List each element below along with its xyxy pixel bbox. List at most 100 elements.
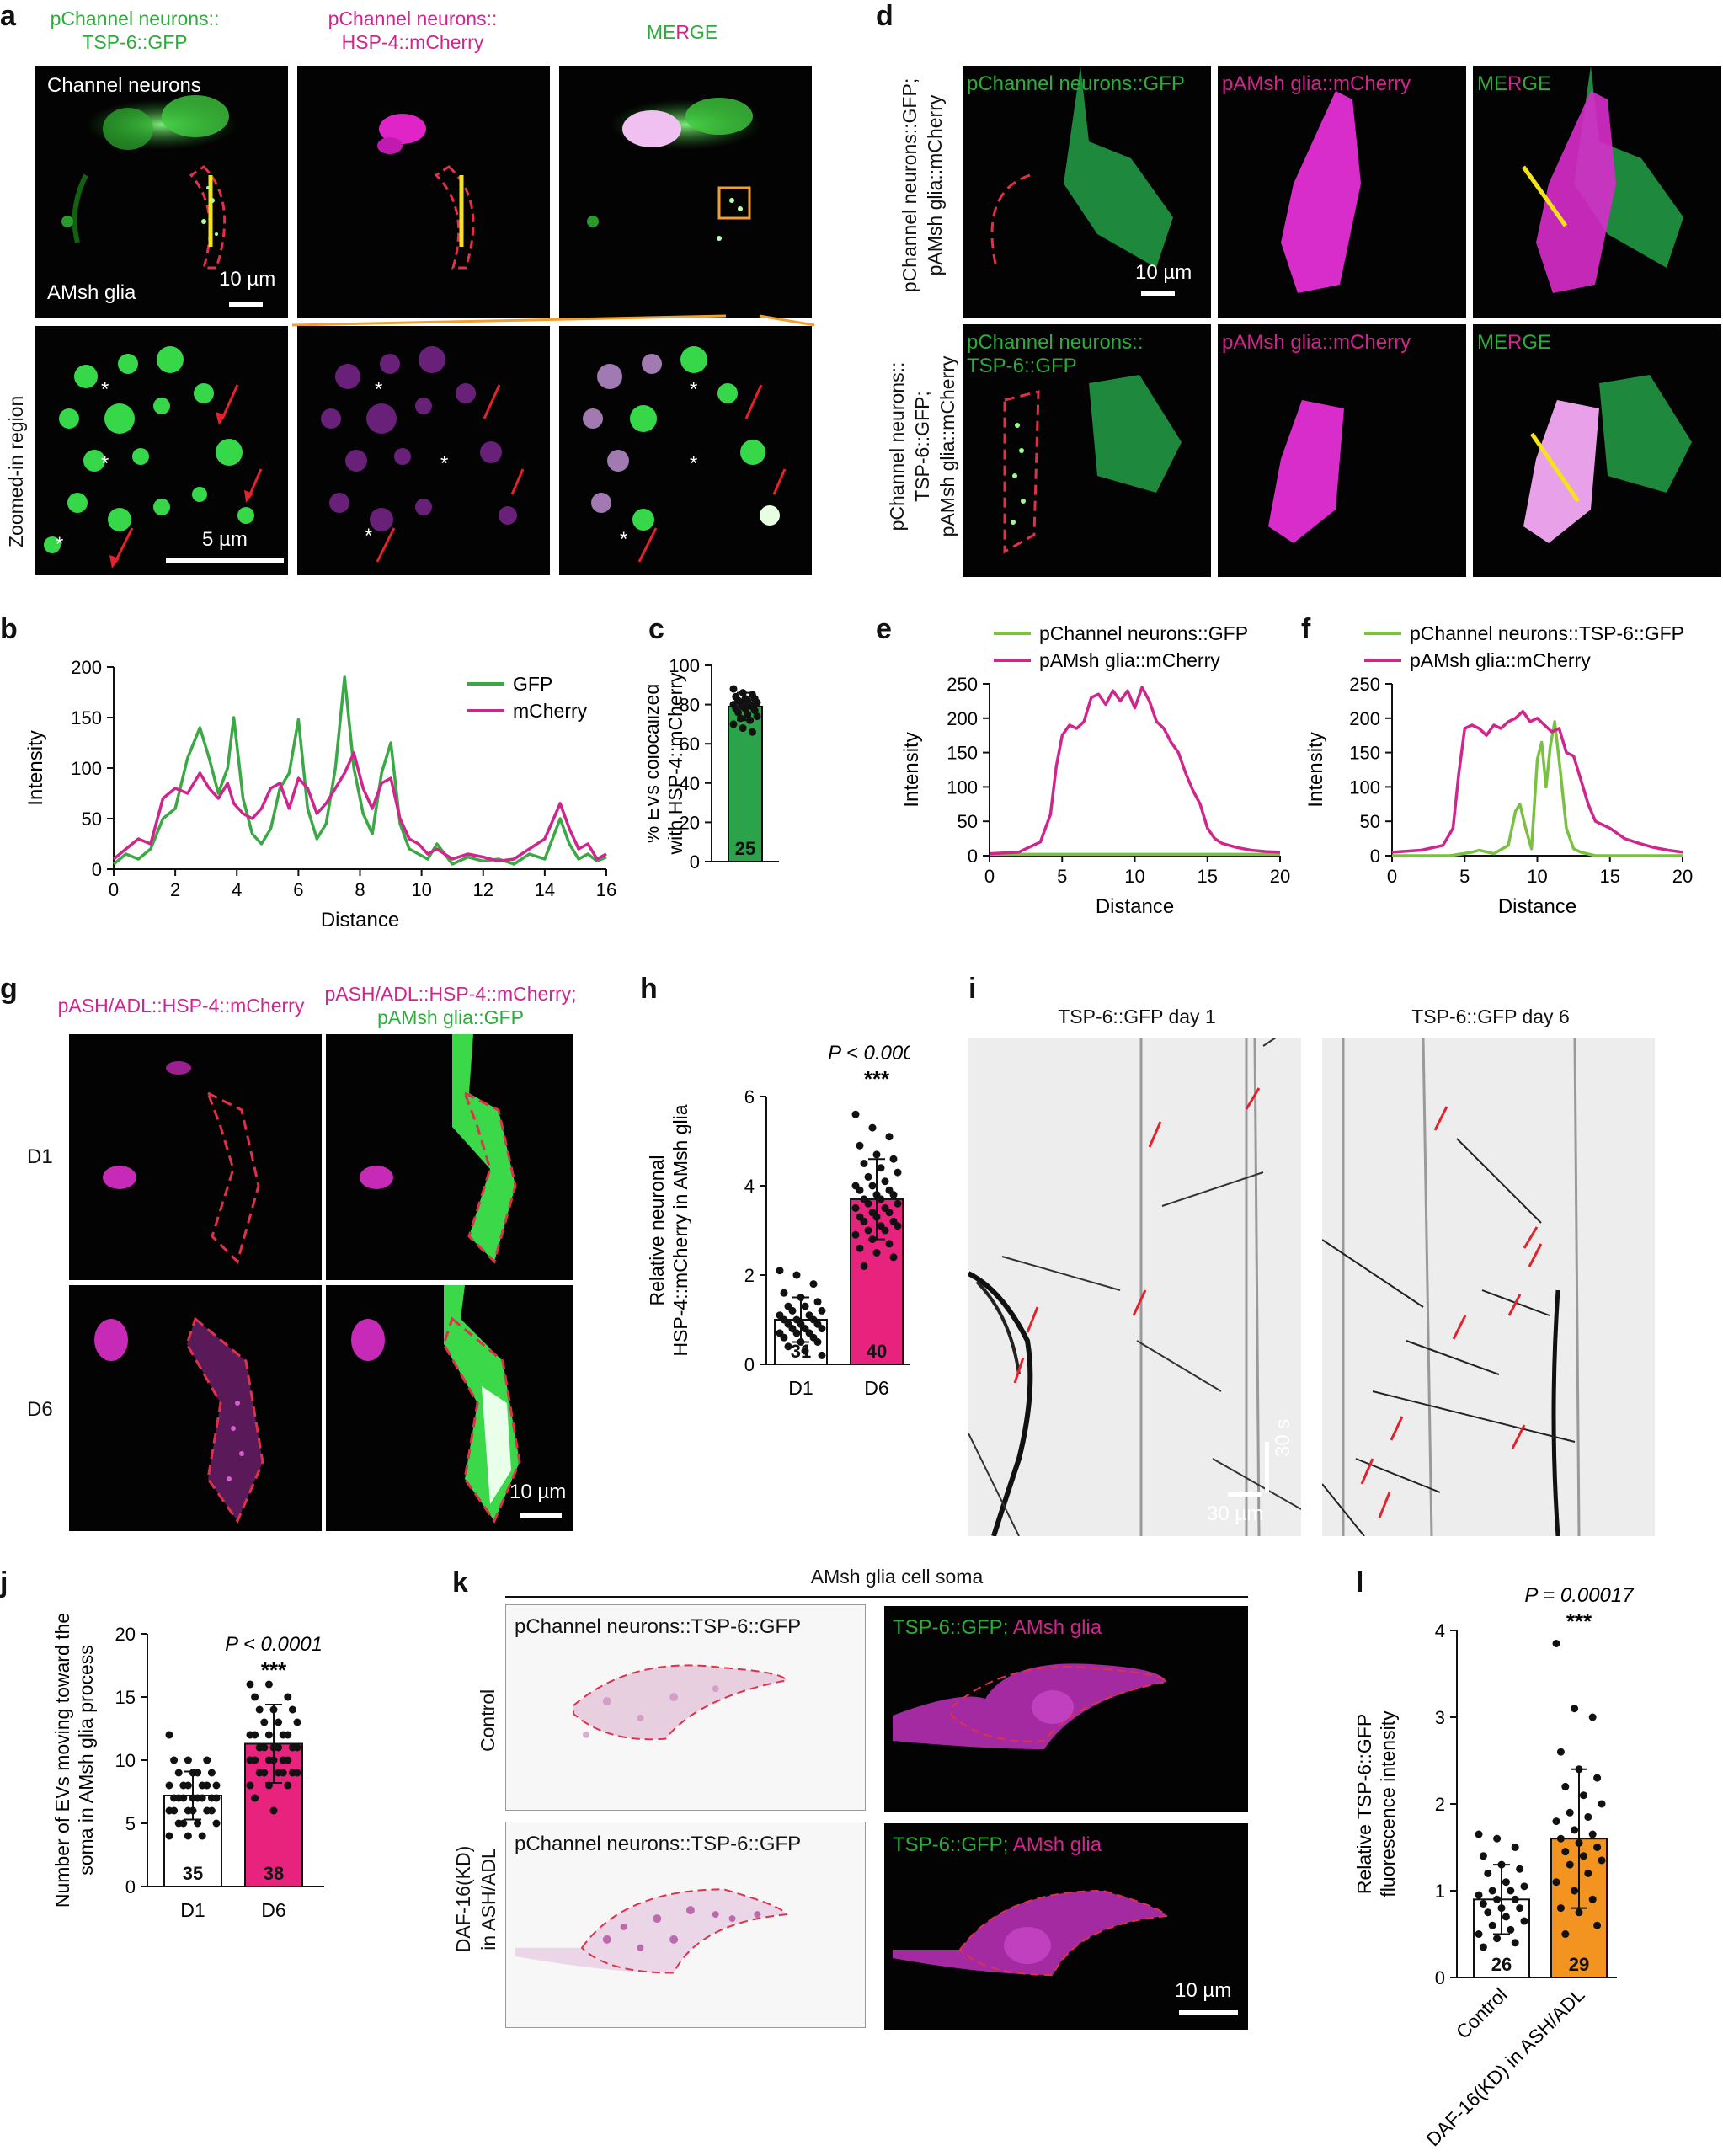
star-marker: * xyxy=(365,525,373,547)
data-point xyxy=(872,1213,881,1221)
data-point xyxy=(860,1262,868,1270)
data-point xyxy=(856,1141,864,1150)
x-tick-label: 20 xyxy=(1672,866,1693,887)
panel-a-zoom-merge: * * * xyxy=(559,326,812,575)
y-axis-title: % EVs colocalized xyxy=(648,684,663,843)
chart-f: 0 5 10 15 20050100150200250DistanceIntensity… xyxy=(1304,622,1693,918)
panel-d-r2-mcherry: pAMsh glia::mCherry xyxy=(1218,324,1466,577)
data-point xyxy=(165,1832,173,1840)
data-point xyxy=(1511,1939,1519,1947)
x-tick-label: 15 xyxy=(1600,866,1620,887)
data-point xyxy=(1493,1895,1502,1903)
data-point xyxy=(269,1806,278,1815)
data-point xyxy=(881,1177,889,1186)
panel-k-header: AMsh glia cell soma xyxy=(810,1566,984,1588)
data-point xyxy=(1579,1852,1587,1860)
data-point xyxy=(872,1150,881,1159)
data-point xyxy=(1475,1930,1483,1938)
y-tick-label: 250 xyxy=(947,674,978,695)
y-axis-title: Number of EVs moving toward the xyxy=(51,1613,73,1908)
y-tick-label: 6 xyxy=(744,1086,755,1107)
data-point xyxy=(184,1832,192,1840)
data-point xyxy=(881,1226,889,1235)
y-tick-label: 200 xyxy=(1349,708,1380,729)
n-label: 25 xyxy=(735,838,755,859)
panel-k-row1-label: Control xyxy=(477,1689,499,1752)
y-tick-label: 250 xyxy=(1349,674,1380,695)
data-point xyxy=(251,1756,259,1764)
panel-letter-j: j xyxy=(0,1566,8,1598)
data-point xyxy=(165,1731,173,1739)
data-point xyxy=(1571,1705,1579,1713)
panel-k-daf16-merge: TSP-6::GFP; AMsh glia 10 µm xyxy=(884,1823,1248,2030)
x-tick-label: 15 xyxy=(1198,866,1218,887)
panel-d-r2-mcherry-label: pAMsh glia::mCherry xyxy=(1222,331,1411,354)
data-point xyxy=(260,1769,269,1777)
star-marker: * xyxy=(101,378,109,401)
data-point xyxy=(170,1756,179,1764)
scale-bar-g xyxy=(520,1513,562,1518)
data-point xyxy=(1511,1844,1519,1851)
category-label: D1 xyxy=(788,1377,813,1399)
data-point xyxy=(1579,1791,1587,1800)
y-axis-title: Relative neuronal xyxy=(646,1155,668,1305)
series-line-1 xyxy=(989,686,1281,856)
panel-a-mcherry-image xyxy=(297,66,550,318)
legend-label: pChannel neurons::GFP xyxy=(1039,622,1248,644)
scale-bar-a-zoom xyxy=(166,558,284,563)
category-label: D1 xyxy=(180,1899,205,1921)
panel-letter-b: b xyxy=(0,613,18,645)
x-tick-label: 2 xyxy=(170,879,180,900)
data-point xyxy=(284,1731,292,1739)
panel-letter-d: d xyxy=(876,0,894,32)
n-label: 35 xyxy=(183,1863,203,1884)
data-point xyxy=(293,1718,301,1726)
panel-d-r1-gfp: pChannel neurons::GFP 10 µm xyxy=(963,66,1211,318)
data-point xyxy=(801,1347,809,1355)
x-tick-label: 12 xyxy=(473,879,493,900)
data-point xyxy=(1556,1834,1565,1843)
data-point xyxy=(780,1333,788,1342)
legend-label: GFP xyxy=(513,673,552,695)
data-point xyxy=(1593,1774,1602,1782)
data-point xyxy=(894,1222,902,1230)
y-tick-label: 5 xyxy=(125,1813,136,1834)
data-point xyxy=(1598,1856,1606,1865)
data-point xyxy=(818,1351,826,1359)
data-point xyxy=(284,1781,292,1790)
x-tick-label: 4 xyxy=(232,879,242,900)
significance-stars: *** xyxy=(261,1657,287,1683)
data-point xyxy=(198,1832,206,1840)
data-point xyxy=(1493,1834,1502,1843)
panel-d-row1-label: pChannel neurons::GFP; pAMsh glia::mCherr… xyxy=(899,77,946,293)
y-tick-label: 100 xyxy=(947,776,978,798)
data-point xyxy=(1493,1935,1502,1943)
panel-d-r2-merge: MERGE xyxy=(1473,324,1721,577)
y-axis-title: Intensity xyxy=(24,730,47,805)
data-point xyxy=(174,1769,183,1777)
x-tick-label: 10 xyxy=(1527,866,1547,887)
data-point xyxy=(184,1756,192,1764)
data-point xyxy=(246,1680,254,1689)
kymograph-day6 xyxy=(1322,1038,1655,1536)
data-point xyxy=(868,1123,877,1132)
chart-b: 0 2 4 6 8 10 12 14 16 0 50 100 150 200 Distance Intensi… xyxy=(24,657,616,931)
panel-g-d1-merge xyxy=(326,1034,573,1280)
data-point xyxy=(1488,1921,1496,1929)
panel-g-col2-label: pASH/ADL::HSP-4::mCherry; pAMsh glia::GFP xyxy=(324,983,577,1028)
y-tick-label: 15 xyxy=(115,1687,136,1708)
amsh-glia-label: AMsh glia xyxy=(47,281,136,304)
data-point xyxy=(750,707,759,715)
panel-letter-f: f xyxy=(1301,613,1311,645)
chart-j: 0 5 10 15 20 35 D1 38 D6 P < 0.0001*** Number of E… xyxy=(51,1613,324,1921)
panel-letter-a: a xyxy=(0,0,16,32)
y-axis-title: with HSP-4::mCherry xyxy=(664,672,686,855)
chart-h: 0 2 4 6 31 D1 40 D6 P < 0.0001*** Relative neuron… xyxy=(646,1042,910,1399)
panel-d-r1-mcherry: pAMsh glia::mCherry xyxy=(1218,66,1466,318)
data-point xyxy=(1575,1838,1583,1847)
data-point xyxy=(851,1204,860,1212)
data-point xyxy=(293,1743,301,1752)
data-point xyxy=(889,1253,898,1262)
data-point xyxy=(739,689,747,697)
